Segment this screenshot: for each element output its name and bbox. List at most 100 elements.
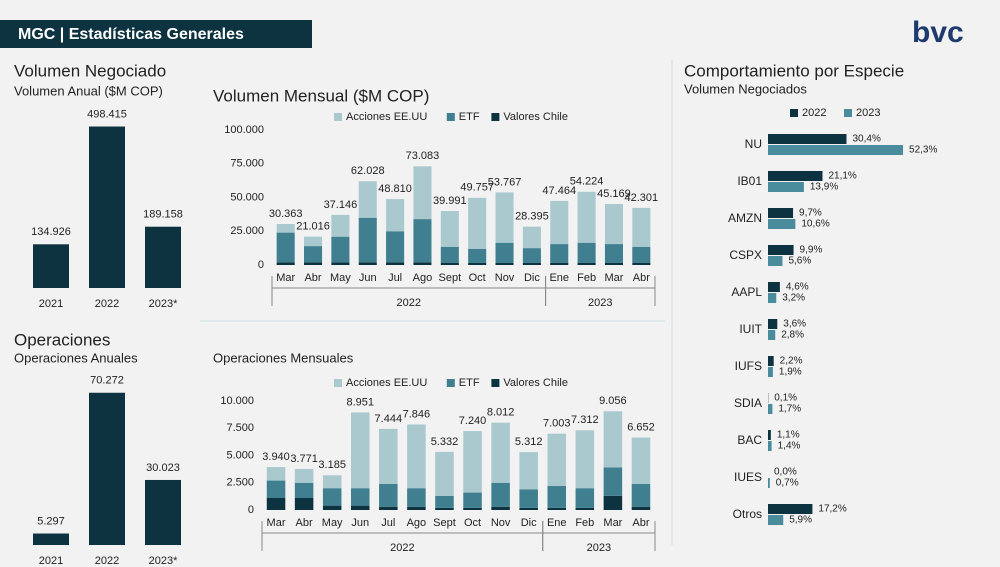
bar-segment xyxy=(631,437,651,484)
data-label: 30.023 xyxy=(146,462,180,474)
legend-swatch xyxy=(446,113,455,121)
data-label: 13,9% xyxy=(810,182,838,193)
x-tick-label: Ene xyxy=(547,517,567,529)
total-label: 73.083 xyxy=(406,150,440,162)
x-tick-label: Dic xyxy=(521,517,537,529)
y-tick-label: 2.500 xyxy=(226,477,254,489)
x-tick-label: Abr xyxy=(296,517,313,529)
bar-segment xyxy=(604,262,623,265)
legend-label: 2023 xyxy=(856,107,880,119)
bar-segment xyxy=(350,412,370,489)
bar-segment xyxy=(294,468,314,483)
x-tick-label: 2022 xyxy=(95,555,119,567)
bar-segment xyxy=(413,262,432,265)
bar-segment xyxy=(322,488,342,506)
total-label: 45.169 xyxy=(597,188,631,200)
y-tick-label: BAC xyxy=(737,433,762,447)
x-tick-label: Ene xyxy=(549,272,569,284)
bar xyxy=(33,244,69,288)
bar-segment xyxy=(413,219,432,263)
data-label: 5,9% xyxy=(789,515,812,526)
bar-segment xyxy=(463,492,482,508)
bar-segment xyxy=(276,224,295,233)
total-label: 8.012 xyxy=(487,407,515,419)
bar xyxy=(768,430,771,440)
bar-segment xyxy=(331,236,350,263)
bar-segment xyxy=(603,411,623,468)
x-tick-label: Dic xyxy=(524,272,540,284)
bar-segment xyxy=(522,226,541,249)
total-label: 39.991 xyxy=(433,195,467,207)
total-label: 6.652 xyxy=(627,421,655,433)
bar-segment xyxy=(603,467,623,496)
header-title: MGC | Estadísticas Generales xyxy=(18,26,244,43)
x-tick-label: Sept xyxy=(433,517,456,529)
bar-segment xyxy=(358,262,377,265)
chart-title: Volumen Mensual ($M COP) xyxy=(213,86,429,105)
y-tick-label: 7.500 xyxy=(226,422,254,434)
bar-segment xyxy=(304,236,323,247)
bar-segment xyxy=(632,262,651,265)
bar-segment xyxy=(575,488,595,508)
bar-segment xyxy=(632,246,651,263)
year-label: 2023 xyxy=(587,542,611,554)
logo: bvc xyxy=(912,16,964,49)
x-tick-label: 2022 xyxy=(95,298,119,310)
bar xyxy=(768,256,783,266)
data-label: 2,8% xyxy=(781,330,804,341)
data-label: 2,2% xyxy=(780,356,803,367)
total-label: 37.146 xyxy=(324,199,358,211)
legend-label: ETF xyxy=(459,111,480,123)
bar xyxy=(768,441,772,451)
bar-segment xyxy=(603,495,623,510)
bar-segment xyxy=(322,475,342,489)
x-tick-label: Nov xyxy=(495,272,515,284)
bar-segment xyxy=(358,181,377,218)
x-tick-label: 2021 xyxy=(39,555,63,567)
bar-segment xyxy=(547,433,567,487)
bar-segment xyxy=(276,232,295,263)
bar-segment xyxy=(266,498,286,510)
total-label: 30.363 xyxy=(269,208,303,220)
legend-swatch xyxy=(790,109,798,117)
bar xyxy=(768,504,813,514)
bar-segment xyxy=(435,507,454,510)
bar-segment xyxy=(550,262,569,265)
bar xyxy=(768,404,773,414)
total-label: 5.312 xyxy=(515,436,543,448)
y-tick-label: IUIT xyxy=(739,322,762,336)
bar-segment xyxy=(604,244,623,263)
data-label: 1,4% xyxy=(778,441,801,452)
data-label: 10,6% xyxy=(801,219,829,230)
bar-segment xyxy=(604,204,623,245)
total-label: 9.056 xyxy=(599,395,627,407)
y-tick-label: CSPX xyxy=(729,248,762,262)
y-tick-label: 50.000 xyxy=(230,191,264,203)
data-label: 5,6% xyxy=(788,256,811,267)
legend-label: ETF xyxy=(459,377,480,389)
x-tick-label: Mar xyxy=(604,272,623,284)
bar-segment xyxy=(331,214,350,237)
bar-segment xyxy=(463,507,482,510)
x-tick-label: Abr xyxy=(304,272,321,284)
total-label: 7.846 xyxy=(403,408,431,420)
bar-segment xyxy=(468,197,487,249)
x-tick-label: Sept xyxy=(439,272,462,284)
chart-title: Operaciones xyxy=(14,330,110,349)
x-tick-label: Mar xyxy=(276,272,295,284)
total-label: 42.301 xyxy=(624,192,658,204)
x-tick-label: May xyxy=(330,272,351,284)
bar-segment xyxy=(491,482,510,507)
legend-label: Acciones EE.UU xyxy=(346,111,427,123)
year-label: 2023 xyxy=(588,297,612,309)
legend-label: Valores Chile xyxy=(503,377,568,389)
year-label: 2022 xyxy=(390,542,414,554)
data-label: 3,2% xyxy=(782,293,805,304)
bar-segment xyxy=(322,505,342,510)
data-label: 0,0% xyxy=(774,467,797,478)
bar xyxy=(768,134,847,144)
bar xyxy=(768,367,773,377)
bar xyxy=(768,219,796,229)
legend-swatch xyxy=(334,379,342,387)
data-label: 52,3% xyxy=(909,145,937,156)
